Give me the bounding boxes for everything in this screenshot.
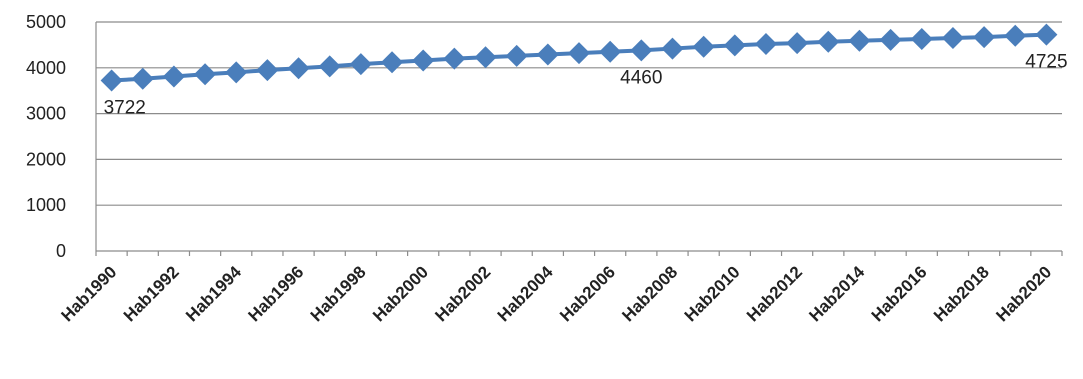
- x-tick-label: Hab2006: [556, 262, 619, 325]
- x-tick-label: Hab1998: [307, 262, 370, 325]
- data-point-marker: [848, 29, 871, 52]
- x-tick-label: Hab2020: [992, 262, 1055, 325]
- x-tick-label: Hab2010: [681, 262, 744, 325]
- data-point-marker: [287, 57, 310, 80]
- data-label: 4460: [620, 67, 662, 88]
- data-point-marker: [661, 37, 684, 60]
- data-point-marker: [754, 32, 777, 55]
- y-tick-label: 4000: [26, 58, 66, 78]
- series-group: [100, 23, 1058, 92]
- y-tick-label: 3000: [26, 104, 66, 124]
- x-tick-label: Hab2002: [431, 262, 494, 325]
- data-point-marker: [256, 59, 279, 82]
- data-label: 3722: [104, 98, 146, 119]
- data-point-marker: [131, 67, 154, 90]
- data-point-marker: [381, 51, 404, 74]
- y-tick-label: 1000: [26, 195, 66, 215]
- data-point-marker: [568, 42, 590, 65]
- data-point-marker: [1035, 23, 1058, 46]
- x-tick-label: Hab2018: [930, 262, 993, 325]
- data-point-marker: [941, 27, 964, 50]
- x-tick-label: Hab2008: [618, 262, 681, 325]
- data-point-marker: [194, 63, 217, 86]
- x-tick-label: Hab2000: [369, 262, 432, 325]
- x-tick-label: Hab1990: [58, 262, 121, 325]
- data-point-marker: [599, 40, 622, 63]
- y-axis-ticks: 0 1000 2000 3000 4000 5000: [26, 12, 66, 261]
- data-point-marker: [692, 35, 715, 58]
- data-point-marker: [349, 53, 372, 76]
- x-tick-label: Hab2004: [494, 262, 557, 325]
- gridlines: [95, 21, 1063, 256]
- data-point-marker: [723, 34, 746, 57]
- data-point-marker: [443, 47, 466, 70]
- x-tick-label: Hab1996: [244, 262, 307, 325]
- data-point-marker: [879, 28, 902, 51]
- x-axis-ticks: Hab1990 Hab1992 Hab1994 Hab1996 Hab1998 Hab20…: [58, 262, 1056, 325]
- y-tick-label: 0: [56, 241, 66, 261]
- data-labels: 3722 4460 4725: [104, 52, 1068, 119]
- y-tick-label: 5000: [26, 12, 66, 32]
- data-point-marker: [474, 46, 497, 69]
- x-tick-label: Hab1994: [182, 262, 245, 325]
- data-point-marker: [817, 30, 840, 53]
- data-point-marker: [162, 65, 185, 88]
- data-point-marker: [910, 27, 933, 50]
- data-point-marker: [505, 44, 528, 67]
- data-point-marker: [100, 69, 123, 92]
- data-point-marker: [412, 49, 435, 72]
- data-point-marker: [1004, 24, 1027, 47]
- x-tick-label: Hab2014: [805, 262, 868, 325]
- y-tick-label: 2000: [26, 149, 66, 169]
- data-point-marker: [973, 26, 996, 49]
- data-point-marker: [225, 61, 248, 84]
- x-tick-label: Hab1992: [120, 262, 183, 325]
- x-tick-label: Hab2016: [868, 262, 931, 325]
- data-point-marker: [536, 43, 559, 66]
- data-point-marker: [630, 39, 653, 62]
- data-point-marker: [318, 55, 341, 78]
- x-tick-label: Hab2012: [743, 262, 806, 325]
- data-label: 4725: [1025, 52, 1067, 73]
- data-point-marker: [786, 32, 809, 55]
